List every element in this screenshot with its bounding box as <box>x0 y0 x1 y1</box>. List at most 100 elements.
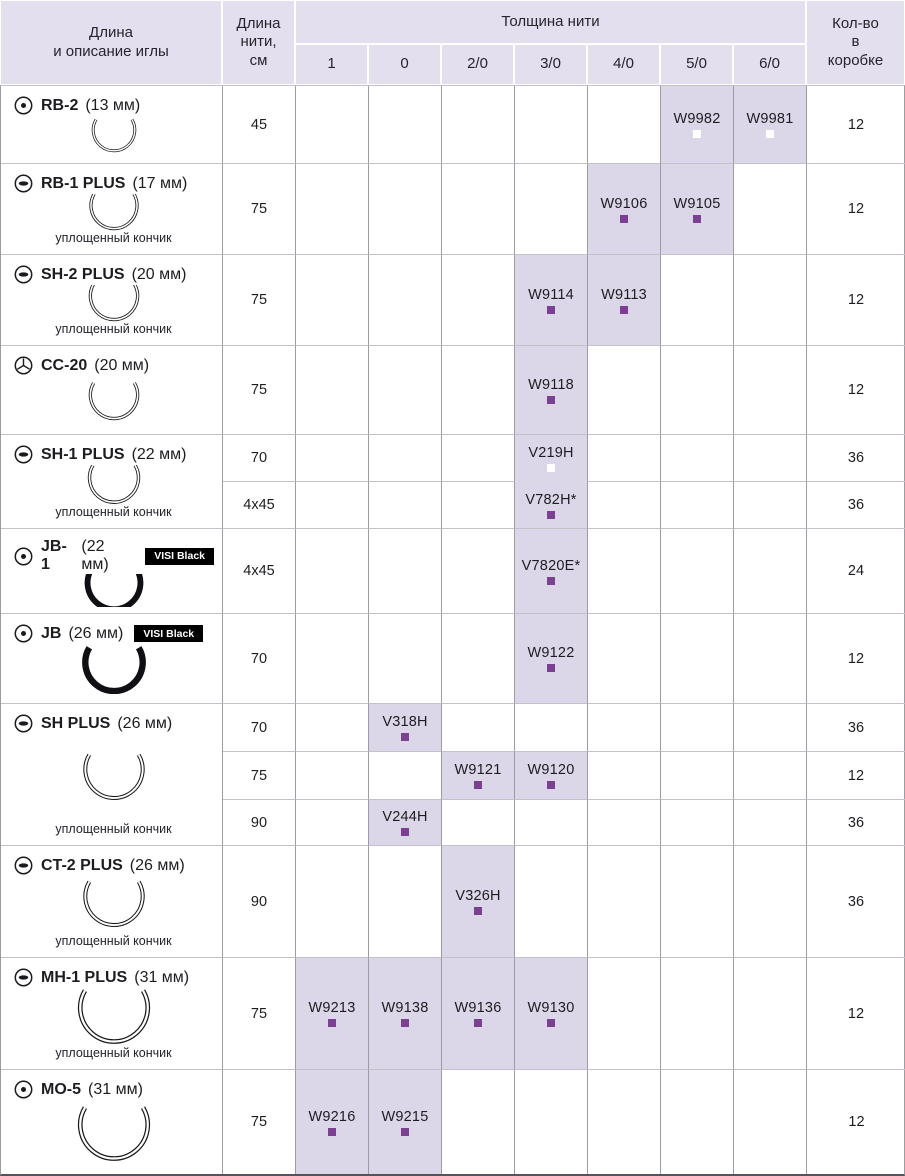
needle-title: RB-1 PLUS (17 мм) <box>13 173 214 194</box>
box-quantity-cell: 36 <box>807 435 905 482</box>
empty-cell <box>661 529 734 614</box>
empty-cell <box>734 752 807 800</box>
empty-cell <box>515 164 588 255</box>
needle-name: CT-2 PLUS <box>41 856 123 874</box>
color-marker <box>401 1127 409 1136</box>
empty-cell <box>661 1070 734 1174</box>
box-quantity-cell: 12 <box>807 255 905 346</box>
table-header: Длина и описание иглы Длина нити, см Тол… <box>0 0 905 85</box>
visi-black-badge: VISI Black <box>145 547 214 565</box>
empty-cell <box>442 704 515 752</box>
size-col-header: 2/0 <box>441 44 514 85</box>
needle-title: SH-1 PLUS (22 мм) <box>13 444 214 465</box>
needle-description-cell: CT-2 PLUS (26 мм) уплощенный кончик <box>1 846 223 958</box>
needle-title: RB-2 (13 мм) <box>13 95 214 116</box>
empty-cell <box>296 482 369 529</box>
empty-cell <box>588 800 661 846</box>
empty-cell <box>369 752 442 800</box>
needle-name: SH PLUS <box>41 714 111 732</box>
empty-cell <box>734 482 807 529</box>
color-marker <box>401 733 409 741</box>
needle-curve-box <box>13 1100 214 1168</box>
color-marker <box>547 305 555 314</box>
color-marker <box>547 576 555 585</box>
empty-cell <box>296 86 369 164</box>
needle-curve <box>74 877 154 933</box>
empty-cell <box>661 704 734 752</box>
empty-cell <box>588 529 661 614</box>
needle-size: (17 мм) <box>132 174 188 192</box>
empty-cell <box>661 846 734 958</box>
color-marker <box>766 130 774 138</box>
needle-curve-box <box>13 285 214 322</box>
color-marker <box>328 1127 336 1136</box>
empty-cell <box>588 346 661 435</box>
flattened-tip-label: уплощенный кончик <box>55 322 172 336</box>
needle-size: (20 мм) <box>131 265 187 283</box>
product-code-cell: W9138 <box>369 958 442 1070</box>
empty-cell <box>296 346 369 435</box>
empty-cell <box>442 435 515 482</box>
needle-curve <box>81 379 147 426</box>
flattened-tip-label: уплощенный кончик <box>55 822 172 836</box>
needle-description-cell: SH-1 PLUS (22 мм) уплощенный кончик <box>1 435 223 529</box>
empty-cell <box>661 752 734 800</box>
color-marker <box>547 664 555 672</box>
needle-size: (31 мм) <box>88 1080 143 1098</box>
color-marker <box>328 1019 336 1027</box>
taper-point-icon <box>13 623 34 644</box>
product-code-cell: W9114 <box>515 255 588 346</box>
box-quantity-cell: 12 <box>807 164 905 255</box>
empty-cell <box>369 255 442 346</box>
flat-tip-icon <box>13 264 34 285</box>
product-code-cell: W9106 <box>588 164 661 255</box>
taper-point-icon <box>13 95 34 116</box>
needle-description-cell: RB-2 (13 мм) <box>1 86 223 164</box>
empty-cell <box>661 346 734 435</box>
empty-cell <box>296 164 369 255</box>
product-code-cell: W9982 <box>661 86 734 164</box>
empty-cell <box>588 614 661 704</box>
empty-cell <box>734 1070 807 1174</box>
empty-cell <box>734 529 807 614</box>
thread-length-cell: 90 <box>223 800 296 846</box>
needle-size: (22 мм) <box>81 538 109 573</box>
size-col-header: 1 <box>295 44 368 85</box>
empty-cell <box>661 435 734 482</box>
needle-name: MH-1 PLUS <box>41 968 128 986</box>
empty-cell <box>588 1070 661 1174</box>
product-code: W9106 <box>600 195 648 212</box>
box-quantity-cell: 12 <box>848 1114 865 1130</box>
size-col-header: 3/0 <box>514 44 587 85</box>
box-quantity-cell: 12 <box>807 752 905 800</box>
product-code-cell: W9105 <box>661 164 734 255</box>
empty-cell <box>515 846 588 958</box>
product-code: W9114 <box>528 286 574 303</box>
product-code-cell: W9118 <box>515 346 588 435</box>
product-code-cell: V318H <box>369 704 442 752</box>
box-quantity-cell: 12 <box>807 958 905 1070</box>
visi-black-badge: VISI Black <box>134 625 204 642</box>
product-code: W9121 <box>454 762 502 778</box>
empty-cell <box>588 86 661 164</box>
product-code: W9105 <box>673 195 721 212</box>
product-code: W9113 <box>601 286 647 303</box>
empty-cell <box>515 86 588 164</box>
needle-curve-box <box>13 876 214 934</box>
flat-tip-icon <box>13 173 34 194</box>
thread-length-cell: 45 <box>223 86 296 164</box>
needle-curve <box>81 285 147 322</box>
needle-description-cell: MO-5 (31 мм) <box>1 1070 223 1174</box>
needle-size: (13 мм) <box>85 96 141 114</box>
empty-cell <box>369 86 442 164</box>
needle-title: MH-1 PLUS (31 мм) <box>13 967 214 988</box>
needle-curve <box>77 574 151 607</box>
product-code-cell: W9216 <box>296 1070 369 1174</box>
empty-cell <box>296 255 369 346</box>
needle-name: SH-2 PLUS <box>41 265 125 283</box>
empty-cell <box>369 529 442 614</box>
needle-description-cell: JB (26 мм) VISI Black <box>1 614 223 704</box>
needle-size: (20 мм) <box>94 356 150 374</box>
product-code-cell: V7820E* <box>515 529 588 614</box>
product-code-cell: V219H <box>515 435 588 482</box>
